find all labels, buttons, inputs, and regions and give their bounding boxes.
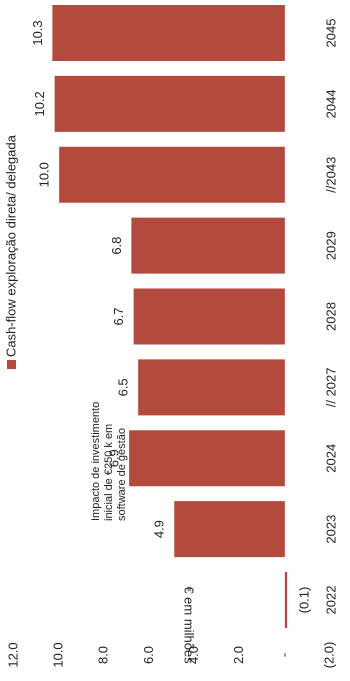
legend-label: Cash-flow exploração direta/ delegada xyxy=(3,134,18,357)
bar xyxy=(129,430,285,487)
bar xyxy=(174,501,285,558)
bar xyxy=(52,5,285,61)
y-tick-label: 10.0 xyxy=(51,642,66,667)
x-tick-label: 2028 xyxy=(323,302,338,331)
y-axis-title: € em milhões xyxy=(182,586,197,664)
data-label: 6.9 xyxy=(107,449,122,467)
annotation: software de gestão xyxy=(116,428,128,521)
data-label: 6.8 xyxy=(109,237,124,255)
x-tick-label: //2043 xyxy=(323,157,338,193)
bar xyxy=(133,288,285,345)
data-label: 10.0 xyxy=(37,162,52,187)
data-label: 10.2 xyxy=(32,91,47,116)
y-tick-label: 4.0 xyxy=(186,646,201,664)
annotation: inicial de €250 k em xyxy=(103,424,115,521)
data-label: 6.5 xyxy=(116,378,131,396)
y-tick-label: 12.0 xyxy=(5,642,20,667)
data-label: 10.3 xyxy=(30,20,45,45)
data-label: (0.1) xyxy=(296,587,311,614)
rotated-chart: (2.0) - 2.0 4.0 6.0 8.0 10.0 12.0 2022 (0.1) 2023 4… xyxy=(3,5,338,668)
y-tick-label: (2.0) xyxy=(321,642,336,669)
x-tick-label: 2023 xyxy=(323,515,338,544)
y-tick-label: 6.0 xyxy=(141,646,156,664)
legend-swatch xyxy=(7,360,16,369)
y-tick-label: 8.0 xyxy=(96,646,111,664)
x-tick-label: 2022 xyxy=(323,586,338,615)
data-label: 6.7 xyxy=(111,307,126,325)
x-tick-label: 2044 xyxy=(323,89,338,118)
x-tick-label: 2029 xyxy=(323,231,338,260)
bar xyxy=(284,572,288,628)
x-tick-label: 2045 xyxy=(323,19,338,48)
y-tick-label: - xyxy=(276,653,291,657)
bar xyxy=(138,359,285,416)
bar xyxy=(59,146,285,203)
bar xyxy=(131,217,285,274)
annotation: Impacto de investimento xyxy=(90,402,102,521)
bar xyxy=(54,75,285,132)
y-tick-label: 2.0 xyxy=(231,646,246,664)
x-tick-label: 2024 xyxy=(323,444,338,473)
data-label: 4.9 xyxy=(152,520,167,538)
x-tick-label: // 2027 xyxy=(323,367,338,407)
